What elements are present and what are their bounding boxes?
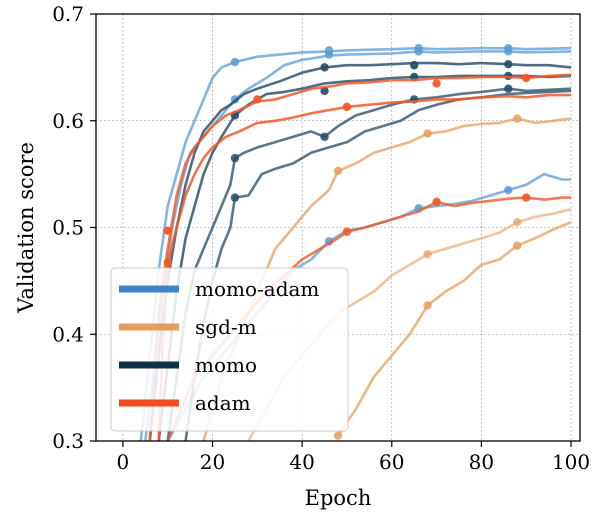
y-tick-label: 0.6 xyxy=(52,109,84,133)
series-line-momo-adam xyxy=(139,46,572,441)
series-marker-momo xyxy=(320,63,329,72)
series-marker-momo-adam xyxy=(504,185,513,195)
legend-label-momo-adam: momo-adam xyxy=(195,277,319,301)
series-marker-sgd-m xyxy=(423,301,432,310)
x-tick-label: 100 xyxy=(552,450,590,474)
series-marker-sgd-m xyxy=(333,166,343,176)
series-line-adam xyxy=(157,93,571,441)
series-marker-momo xyxy=(320,132,329,141)
x-tick-label: 80 xyxy=(469,450,494,474)
series-marker-adam xyxy=(432,79,441,88)
series-marker-momo-adam xyxy=(230,57,240,67)
series-marker-adam xyxy=(522,73,531,83)
series-marker-sgd-m xyxy=(513,241,522,250)
series-marker-sgd-m xyxy=(513,217,522,227)
series-marker-adam xyxy=(163,226,172,235)
y-axis-label: Validation score xyxy=(14,142,38,314)
series-marker-momo-adam xyxy=(504,47,513,56)
series-marker-momo xyxy=(504,59,513,69)
y-tick-label: 0.4 xyxy=(52,322,84,346)
series-marker-adam xyxy=(253,95,262,104)
y-tick-label: 0.7 xyxy=(52,2,84,26)
series-marker-momo-adam xyxy=(324,50,334,59)
series-marker-momo xyxy=(409,61,419,70)
series-marker-momo xyxy=(504,84,513,93)
y-tick-label: 0.5 xyxy=(52,216,84,240)
series-marker-adam xyxy=(522,193,531,202)
series-marker-momo xyxy=(230,153,240,163)
y-axis: 0.3 0.4 0.5 0.6 0.7 xyxy=(52,2,96,453)
x-tick-label: 60 xyxy=(379,450,404,474)
x-axis-label: Epoch xyxy=(305,486,372,510)
x-tick-label: 40 xyxy=(289,450,314,474)
series-marker-sgd-m xyxy=(423,249,432,259)
y-tick-label: 0.3 xyxy=(52,429,84,453)
series-line-momo-adam xyxy=(144,50,572,441)
legend: momo-adam sgd-m momo adam xyxy=(110,267,349,432)
x-tick-label: 20 xyxy=(200,450,225,474)
series-marker-momo xyxy=(230,193,240,202)
series-line-momo xyxy=(166,87,572,441)
series-line-momo xyxy=(148,61,572,441)
legend-label-adam: adam xyxy=(195,391,251,415)
series-marker-momo xyxy=(320,86,329,96)
series-marker-sgd-m xyxy=(513,114,522,123)
series-marker-adam xyxy=(342,227,352,236)
series-marker-adam xyxy=(432,197,441,207)
legend-box xyxy=(110,267,349,432)
series-line-sgd-m xyxy=(336,220,572,437)
series-marker-sgd-m xyxy=(333,431,343,440)
legend-label-momo: momo xyxy=(195,353,257,377)
series-marker-sgd-m xyxy=(423,129,432,138)
legend-label-sgd-m: sgd-m xyxy=(195,315,257,339)
series-marker-momo-adam xyxy=(414,47,423,56)
x-axis: 0 20 40 60 80 100 xyxy=(117,441,590,474)
series-line-adam xyxy=(148,73,572,441)
series-marker-adam xyxy=(163,258,172,267)
x-tick-label: 0 xyxy=(117,450,130,474)
